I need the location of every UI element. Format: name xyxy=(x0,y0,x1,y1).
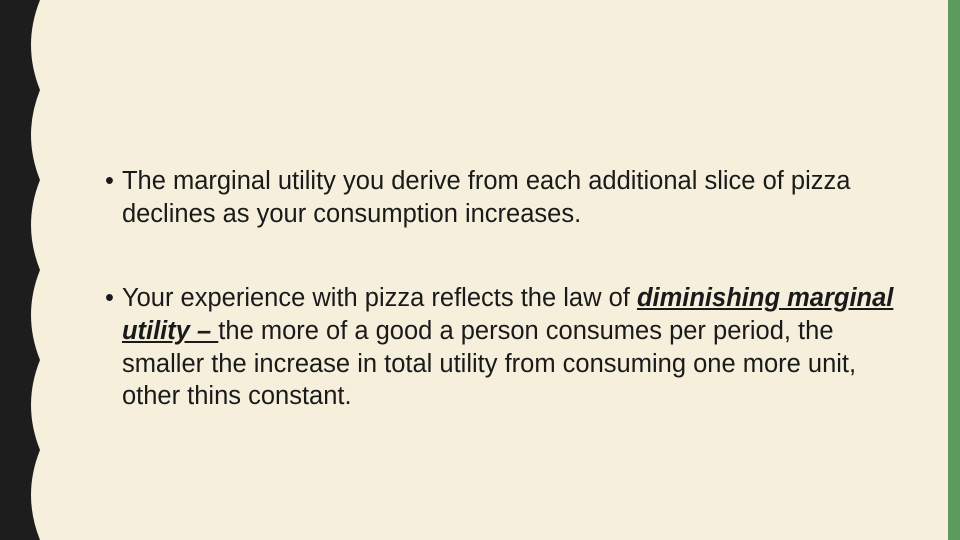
left-scallop-decoration xyxy=(0,0,48,540)
bullet-dot: • xyxy=(105,282,122,413)
bullet-item: • Your experience with pizza reflects th… xyxy=(105,282,895,413)
bullet-text: Your experience with pizza reflects the … xyxy=(122,282,895,413)
bullet-text-post: the more of a good a person consumes per… xyxy=(122,317,856,410)
slide-content: • The marginal utility you derive from e… xyxy=(105,165,895,413)
bullet-dot: • xyxy=(105,165,122,230)
slide: • The marginal utility you derive from e… xyxy=(0,0,960,540)
right-accent-bar xyxy=(948,0,960,540)
bullet-text: The marginal utility you derive from eac… xyxy=(122,165,895,230)
bullet-item: • The marginal utility you derive from e… xyxy=(105,165,895,230)
bullet-text-pre: Your experience with pizza reflects the … xyxy=(122,284,637,312)
